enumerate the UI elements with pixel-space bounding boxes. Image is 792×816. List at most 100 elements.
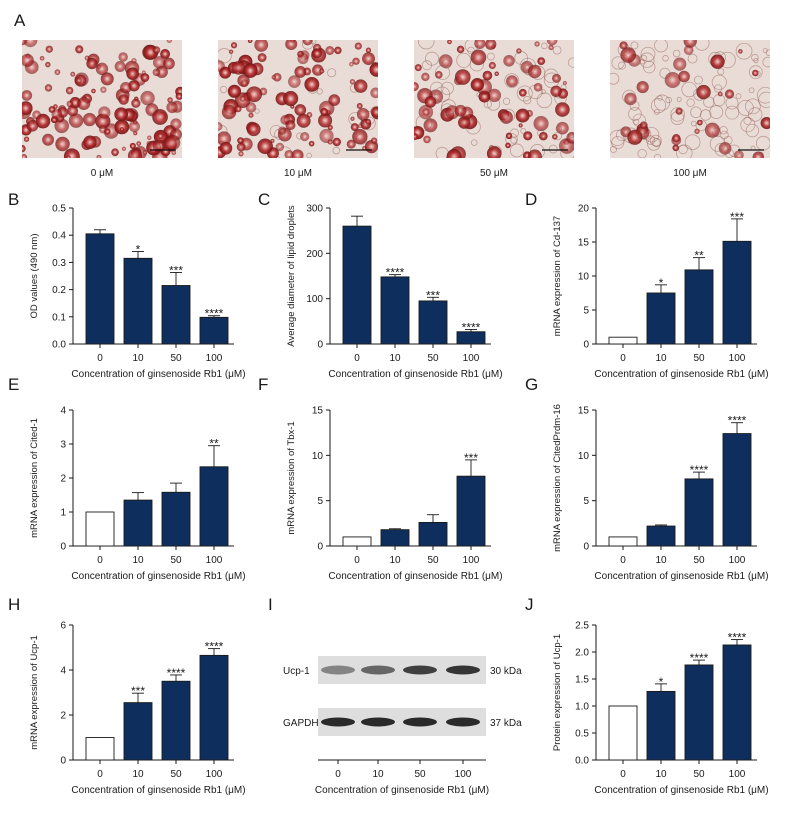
lipid-droplet — [505, 132, 513, 140]
cell-outline — [713, 84, 723, 93]
lipid-droplet — [136, 141, 142, 146]
blot-x-tick-label: 100 — [455, 769, 472, 780]
lipid-droplet — [114, 119, 130, 135]
bar-0 — [608, 536, 638, 547]
cell-outline — [662, 55, 669, 62]
lipid-droplet — [54, 118, 70, 134]
x-tick-label: 0 — [97, 353, 103, 364]
x-axis-label: Concentration of ginsenoside Rb1 (μM) — [71, 369, 245, 380]
cell-outline — [567, 57, 574, 68]
lipid-droplet — [248, 112, 254, 118]
cell-outline — [724, 148, 735, 158]
bar-100 — [199, 316, 229, 345]
lipid-droplet — [486, 146, 502, 158]
significance-label: **** — [167, 666, 186, 680]
x-axis-label: Concentration of ginsenoside Rb1 (μM) — [328, 369, 502, 380]
lipid-droplet — [624, 92, 637, 106]
lipid-droplet — [247, 40, 253, 43]
lipid-droplet — [147, 135, 152, 141]
lipid-droplet — [518, 88, 527, 97]
lipid-droplet — [424, 96, 437, 108]
x-tick-label: 100 — [206, 769, 223, 780]
cell-outline — [548, 144, 558, 154]
lipid-droplet — [528, 64, 542, 79]
y-tick-label: 0.5 — [575, 729, 589, 740]
lipid-droplet — [300, 132, 310, 142]
lipid-droplet — [68, 113, 84, 128]
lipid-droplet — [167, 97, 173, 103]
panel-letter-j: J — [525, 595, 534, 614]
y-axis-label: Protein expression of Ucp-1 — [552, 634, 563, 751]
lipid-droplet — [86, 57, 98, 70]
cell-outline — [633, 118, 640, 125]
lipid-droplet — [100, 86, 107, 93]
significance-label: **** — [728, 631, 747, 645]
cell-outline — [622, 89, 637, 104]
lipid-droplet — [672, 134, 681, 143]
y-axis-label: OD values (490 nm) — [29, 233, 40, 318]
blot-band — [321, 717, 355, 727]
lipid-droplet — [55, 136, 70, 152]
significance-label: * — [659, 276, 664, 290]
lipid-droplet — [516, 48, 522, 54]
cell-outline — [725, 105, 740, 120]
significance-label: **** — [462, 320, 481, 334]
cell-outline — [687, 53, 698, 64]
lipid-droplet — [65, 86, 74, 95]
lipid-droplet — [678, 70, 690, 83]
panel-letter-h: H — [8, 595, 20, 614]
lipid-droplet — [470, 49, 487, 66]
lipid-droplet — [246, 122, 261, 137]
cell-outline — [709, 135, 726, 152]
lipid-droplet — [129, 142, 136, 149]
lipid-droplet — [312, 48, 323, 59]
cell-outline — [274, 128, 286, 140]
x-tick-label: 0 — [97, 769, 103, 780]
bar-50 — [684, 269, 714, 345]
x-tick-label: 100 — [206, 353, 223, 364]
blot-band — [321, 665, 355, 675]
lipid-droplet — [506, 75, 518, 88]
blot-x-tick-label: 0 — [335, 769, 341, 780]
lipid-droplet — [227, 84, 242, 98]
lipid-droplet — [152, 109, 168, 125]
cell-outline — [467, 46, 475, 55]
cell-outline — [504, 73, 520, 89]
cell-outline — [676, 144, 693, 158]
lipid-droplet — [350, 116, 355, 121]
lipid-droplet — [160, 49, 171, 59]
panel-letter-i: I — [268, 595, 273, 614]
cell-outline — [440, 81, 454, 95]
bar-50 — [161, 491, 191, 547]
cell-outline — [610, 72, 620, 85]
lipid-droplet — [503, 55, 515, 67]
cell-outline — [516, 85, 533, 102]
cell-outline — [611, 136, 625, 150]
cell-outline — [720, 130, 729, 140]
cell-outline — [703, 96, 715, 108]
lipid-droplet — [552, 133, 558, 140]
lipid-droplet — [505, 142, 511, 149]
cell-outline — [714, 142, 729, 157]
lipid-droplet — [414, 64, 422, 72]
cell-outline — [709, 105, 724, 120]
lipid-droplet — [111, 148, 119, 157]
cell-outline — [684, 134, 701, 151]
cell-outline — [355, 133, 368, 145]
x-tick-label: 50 — [693, 353, 705, 364]
lipid-droplet — [485, 40, 497, 50]
lipid-droplet — [537, 57, 546, 66]
y-tick-label: 0.2 — [52, 285, 66, 296]
bar-0 — [85, 511, 115, 547]
cell-outline — [743, 116, 752, 125]
y-tick-label: 0 — [583, 340, 589, 351]
blot-band — [403, 665, 437, 675]
lipid-droplet — [140, 73, 150, 82]
cell-outline — [762, 56, 770, 68]
significance-label: **** — [728, 414, 747, 428]
chart-e: 0 1 2 3 4 mRNA expression of Cited-1 0 10 50 ** 10… — [29, 406, 246, 583]
cell-outline — [456, 52, 472, 68]
cell-outline — [654, 40, 668, 53]
y-tick-label: 2.5 — [575, 621, 589, 632]
